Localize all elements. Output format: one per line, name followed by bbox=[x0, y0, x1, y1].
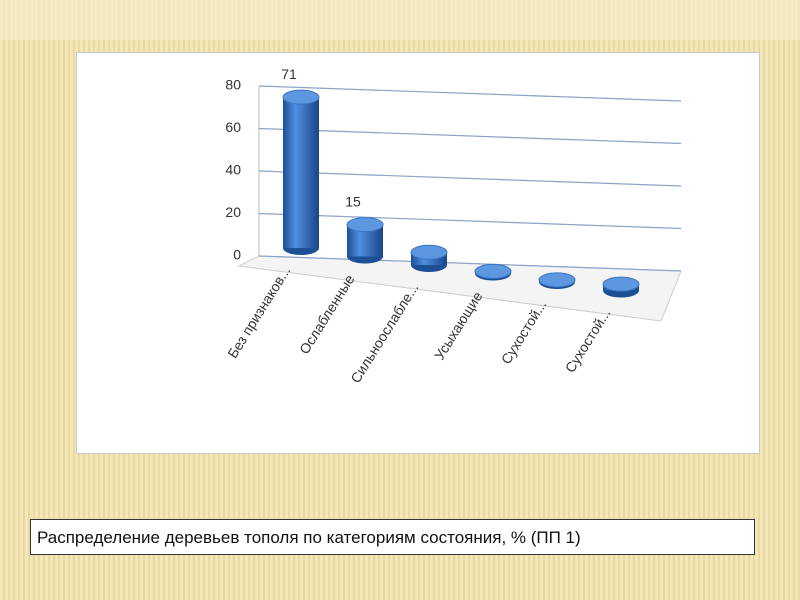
bar bbox=[602, 276, 640, 298]
y-tick-label: 80 bbox=[225, 77, 241, 93]
chart: 0 20 40 60 80 71 Без признаков... 15 Ослабленные… bbox=[224, 66, 682, 386]
x-tick-label: Ослабленные bbox=[296, 271, 358, 356]
y-tick-label: 0 bbox=[233, 247, 241, 263]
x-tick-label: Сухостой... bbox=[562, 306, 614, 376]
y-tick-label: 40 bbox=[225, 162, 241, 178]
x-tick-label: Сухостой... bbox=[498, 297, 550, 367]
bar-top bbox=[474, 263, 512, 279]
bar-body bbox=[283, 97, 319, 248]
grid-line bbox=[258, 170, 682, 187]
grid-line bbox=[258, 85, 682, 102]
data-label: 15 bbox=[345, 194, 361, 210]
bar bbox=[474, 263, 512, 281]
bar bbox=[282, 89, 320, 255]
caption: Распределение деревьев тополя по категор… bbox=[30, 519, 755, 555]
background-band bbox=[0, 0, 800, 40]
bar-top bbox=[346, 217, 384, 233]
bar-top bbox=[410, 244, 448, 260]
x-tick-label: Сильноослабле... bbox=[347, 280, 421, 386]
bar-top bbox=[602, 276, 640, 292]
bar-top bbox=[538, 272, 576, 288]
x-tick-label: Без признаков... bbox=[224, 263, 293, 361]
grid-line bbox=[258, 127, 682, 145]
grid-line bbox=[258, 255, 682, 272]
bar bbox=[538, 272, 576, 289]
bar bbox=[346, 217, 384, 264]
y-tick-label: 60 bbox=[225, 119, 241, 135]
data-label: 71 bbox=[281, 66, 297, 82]
bar-top bbox=[282, 89, 320, 105]
bar bbox=[410, 244, 448, 272]
chart-area: 0 20 40 60 80 71 Без признаков... 15 Ослабленные… bbox=[76, 52, 760, 454]
x-tick-label: Усыхающие bbox=[431, 288, 486, 362]
y-tick-label: 20 bbox=[225, 204, 241, 220]
grid-line bbox=[258, 212, 682, 230]
